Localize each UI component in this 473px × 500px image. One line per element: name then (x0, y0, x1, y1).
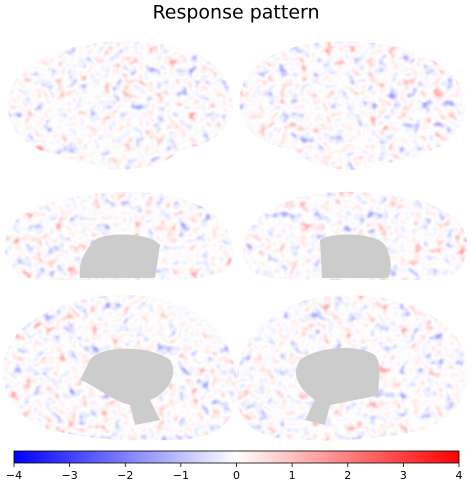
left-lateral (7, 41, 233, 170)
x-tick-label: −1 (173, 469, 189, 482)
medial-wall (79, 234, 160, 278)
right-lateral (239, 41, 466, 170)
medial-wall (320, 234, 391, 278)
medial-wall (80, 348, 174, 425)
brain-surfaces (2, 41, 469, 441)
x-tick-label: 2 (344, 469, 351, 482)
x-tick-label: 4 (456, 469, 463, 482)
x-tick-label: −2 (117, 469, 133, 482)
chart-title: Response pattern (152, 2, 319, 24)
x-tick-label: 0 (233, 469, 240, 482)
x-tick-label: −4 (6, 469, 22, 482)
x-tick-label: 3 (400, 469, 407, 482)
medial-wall (295, 348, 380, 425)
x-tick-label: 1 (289, 469, 296, 482)
x-tick-label: −3 (62, 469, 78, 482)
colorbar (13, 450, 460, 464)
